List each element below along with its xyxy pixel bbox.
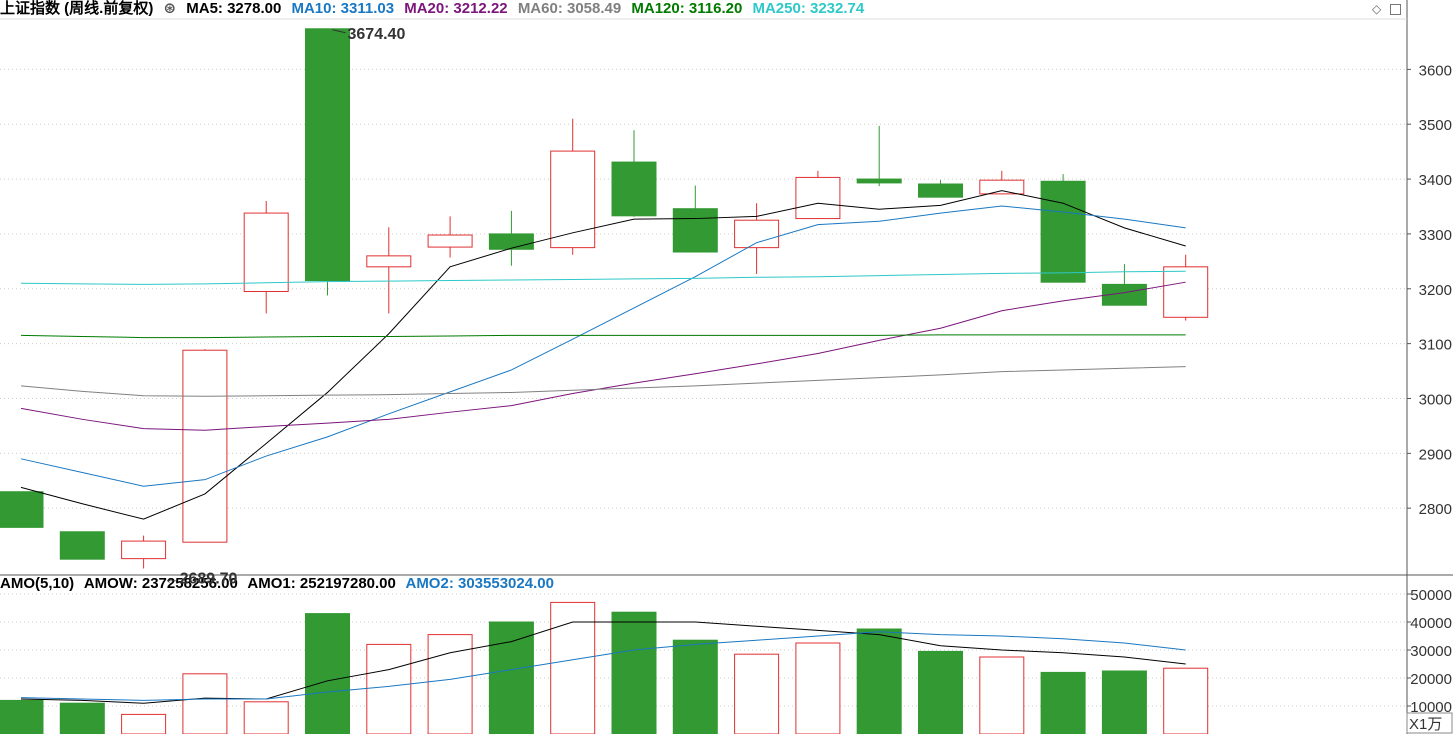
- candle-body: [121, 540, 167, 560]
- candle-body: [795, 176, 841, 220]
- volume-tick-label: 20000: [1410, 671, 1452, 688]
- volume-bar: [611, 611, 657, 734]
- volume-bar: [427, 634, 473, 734]
- volume-bar: [0, 699, 44, 734]
- ma10-line: [20, 205, 1186, 487]
- candle-body: [979, 179, 1025, 195]
- volume-bar: [672, 639, 718, 734]
- ma120-label: MA120: 3116.20: [631, 0, 743, 17]
- candle-body: [427, 234, 473, 248]
- volume-bar: [979, 656, 1025, 734]
- candle-body: [672, 208, 718, 253]
- volume-tick-label: 10000: [1410, 699, 1452, 716]
- candle-body: [918, 183, 963, 198]
- volume-bar: [121, 713, 167, 734]
- volume-bar: [1040, 671, 1086, 734]
- ma10-label: MA10: 3311.03: [291, 0, 395, 17]
- ma5-label: MA5: 3278.00: [186, 0, 282, 17]
- amo-title: AMO(5,10): [0, 575, 75, 592]
- ma5-line: [20, 190, 1186, 520]
- amo1-label: AMO1: 252197280.00: [247, 575, 396, 592]
- candle-body: [366, 255, 412, 268]
- price-tick-label: 3600: [1419, 62, 1452, 79]
- price-tick-label: 3500: [1419, 117, 1452, 134]
- volume-unit-label: X1万: [1409, 716, 1442, 733]
- ma20-line: [20, 281, 1186, 431]
- circle-chevron-icon[interactable]: ⊛: [163, 0, 177, 17]
- ma250-line: [20, 270, 1186, 285]
- volume-bar: [1163, 667, 1209, 734]
- candle-body: [1040, 180, 1086, 283]
- amo1-line: [20, 621, 1186, 704]
- candle-body: [611, 161, 657, 217]
- volume-bar: [243, 701, 289, 734]
- candle-body: [59, 531, 105, 560]
- candle-body: [1163, 266, 1209, 318]
- candle-body: [0, 491, 44, 528]
- amow-label: AMOW: 237258256.00: [83, 575, 238, 592]
- price-tick-label: 2900: [1419, 446, 1452, 463]
- volume-bar: [488, 621, 534, 734]
- candle-body: [182, 349, 228, 543]
- volume-bar: [795, 642, 841, 734]
- amo2-label: AMO2: 303553024.00: [405, 575, 554, 592]
- high-annotation: 3674.40: [348, 26, 406, 43]
- candle-body: [1101, 283, 1147, 306]
- price-tick-label: 3000: [1419, 391, 1452, 408]
- volume-bar: [550, 601, 596, 734]
- candle-body: [243, 212, 289, 293]
- high-pointer: [332, 29, 346, 34]
- ma250-label: MA250: 3232.74: [752, 0, 865, 17]
- volume-bar: [734, 653, 780, 734]
- volume-bar: [305, 613, 350, 734]
- amo2-line: [20, 631, 1186, 701]
- volume-bar: [59, 702, 105, 734]
- volume-unit-box: [1406, 712, 1453, 734]
- volume-bar: [856, 628, 902, 734]
- price-tick-label: 3300: [1419, 227, 1452, 244]
- volume-legend: AMO(5,10) AMOW: 237258256.00 AMO1: 25219…: [0, 575, 560, 593]
- candle-body: [550, 150, 596, 249]
- candle-body: [305, 28, 350, 282]
- price-tick-label: 2800: [1419, 501, 1452, 518]
- candle-body: [488, 233, 534, 250]
- low-annotation: ←2689.70: [164, 571, 238, 588]
- chart-title: 上证指数 (周线.前复权): [0, 0, 154, 17]
- ma60-label: MA60: 3058.49: [517, 0, 622, 17]
- volume-tick-label: 40000: [1410, 615, 1452, 632]
- volume-tick-label: 50000: [1410, 587, 1452, 604]
- candle-body: [856, 178, 902, 184]
- ma60-line: [20, 366, 1186, 397]
- maximize-icon[interactable]: [1390, 4, 1401, 15]
- volume-bar: [918, 650, 963, 734]
- volume-bar: [182, 673, 228, 734]
- price-tick-label: 3100: [1419, 337, 1452, 354]
- diamond-icon[interactable]: ◇: [1372, 2, 1382, 16]
- ma120-line: [20, 334, 1186, 339]
- price-tick-label: 3200: [1419, 282, 1452, 299]
- price-tick-label: 3400: [1419, 172, 1452, 189]
- candle-body: [734, 219, 780, 249]
- volume-tick-label: 30000: [1410, 643, 1452, 660]
- volume-bar: [1101, 670, 1147, 734]
- main-legend: 上证指数 (周线.前复权) ⊛ MA5: 3278.00 MA10: 3311.…: [0, 0, 870, 18]
- ma20-label: MA20: 3212.22: [404, 0, 508, 17]
- volume-bar: [366, 643, 412, 734]
